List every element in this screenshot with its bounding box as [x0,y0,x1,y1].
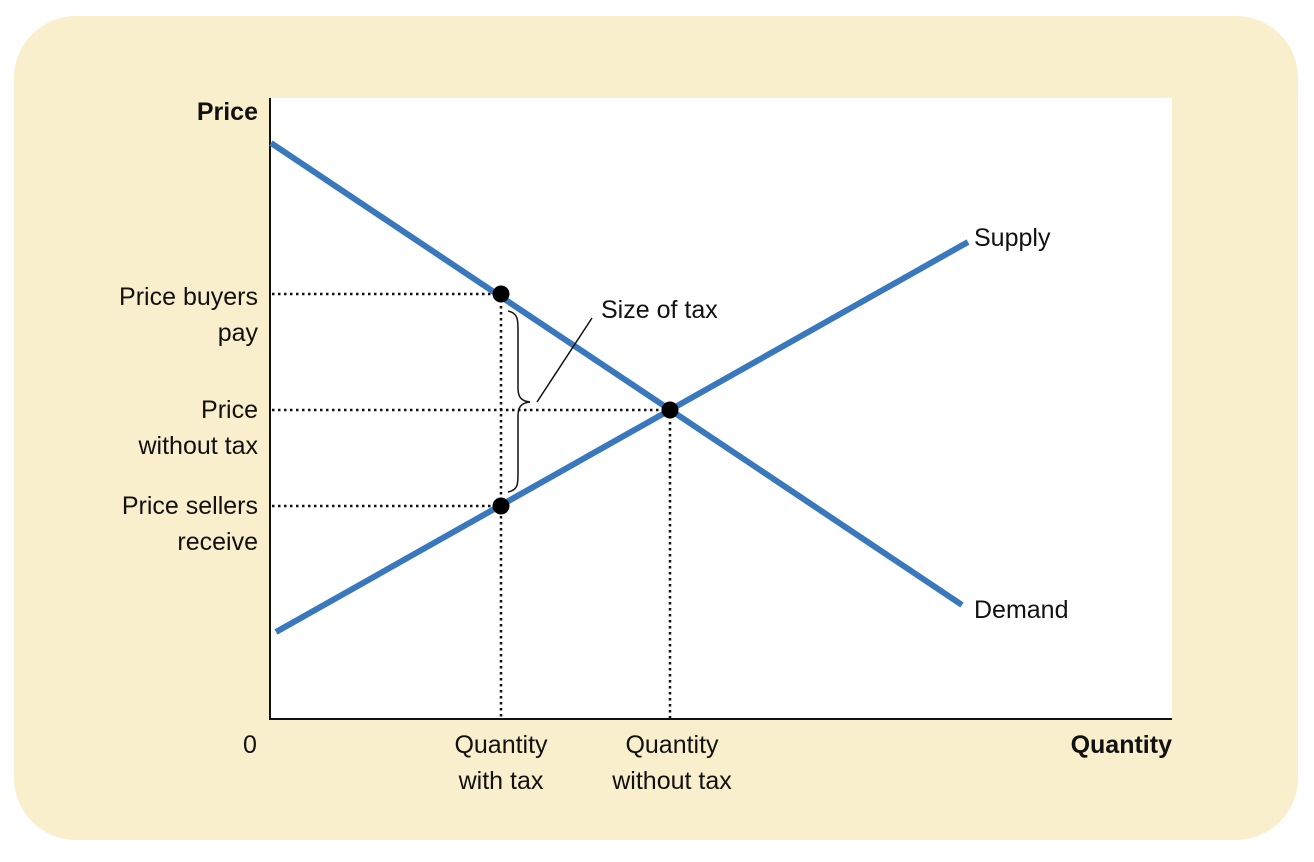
size-of-tax-label: Size of tax [601,296,718,324]
tax-brace [507,310,531,493]
demand-curve [269,140,964,608]
x-label-quantity-with-tax-2: with tax [458,767,544,795]
y-label-price-buyers-1: Price buyers [119,283,258,311]
x-axis-title: Quantity [1071,731,1172,759]
point-sellers-price [492,497,510,515]
y-label-price-sellers-1: Price sellers [122,492,258,520]
x-label-quantity-with-tax-1: Quantity [454,731,548,759]
point-equilibrium [661,401,679,419]
demand-label: Demand [974,596,1069,624]
y-label-price-sellers-2: receive [177,528,258,556]
point-buyers-price [492,285,510,303]
y-label-price-no-tax-2: without tax [137,432,258,460]
y-label-price-buyers-2: pay [218,319,259,347]
tax-leader-line [536,317,593,403]
y-axis-title: Price [197,98,258,126]
x-label-quantity-without-tax-2: without tax [611,767,732,795]
origin-label: 0 [243,731,257,759]
plot-area [270,98,1172,720]
x-label-quantity-without-tax-1: Quantity [625,731,719,759]
supply-curve [274,239,970,635]
y-label-price-no-tax-1: Price [201,396,258,424]
supply-label: Supply [974,224,1051,252]
